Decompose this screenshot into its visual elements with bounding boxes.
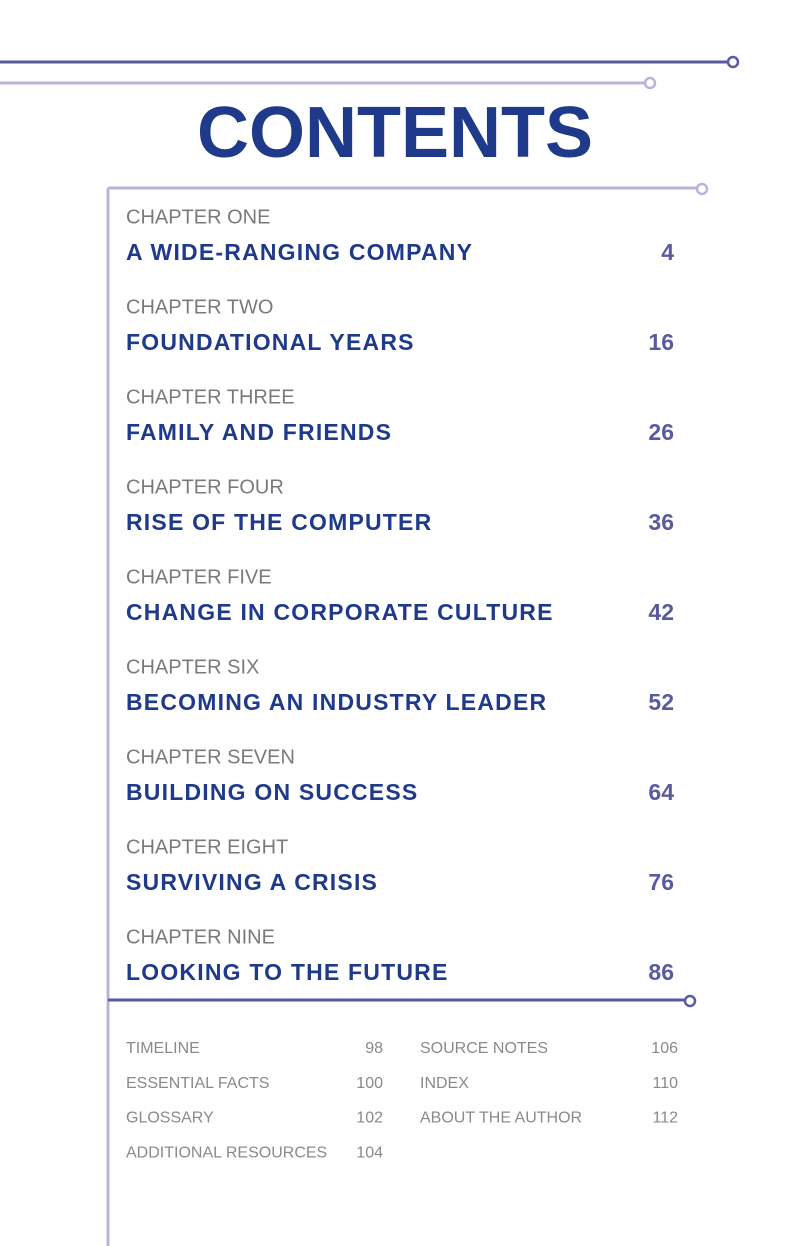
chapter-label: CHAPTER FOUR — [126, 476, 284, 498]
chapter-page: 42 — [648, 599, 674, 625]
chapter-title: LOOKING TO THE FUTURE — [126, 959, 449, 985]
rule-end — [726, 55, 740, 69]
chapter-label: CHAPTER SIX — [126, 656, 259, 678]
rule-end — [695, 182, 709, 196]
back-matter-label: GLOSSARY — [126, 1110, 214, 1127]
page-title: CONTENTS — [197, 93, 593, 173]
chapter-page: 76 — [648, 869, 674, 895]
chapter-title: BECOMING AN INDUSTRY LEADER — [126, 689, 547, 715]
back-matter-page: 98 — [365, 1040, 383, 1057]
chapter-page: 64 — [648, 779, 674, 805]
chapter-label: CHAPTER ONE — [126, 206, 270, 228]
back-matter-label: INDEX — [420, 1075, 469, 1092]
rule-end — [643, 76, 657, 90]
chapter-page: 26 — [648, 419, 674, 445]
chapter-page: 16 — [648, 329, 674, 355]
back-matter-label: ABOUT THE AUTHOR — [420, 1110, 582, 1127]
back-matter-page: 102 — [356, 1110, 383, 1127]
back-matter-label: TIMELINE — [126, 1040, 200, 1057]
back-matter-page: 104 — [356, 1144, 383, 1161]
chapter-label: CHAPTER NINE — [126, 926, 275, 948]
back-matter-label: ADDITIONAL RESOURCES — [126, 1144, 327, 1161]
chapter-title: FOUNDATIONAL YEARS — [126, 329, 415, 355]
chapter-title: A WIDE-RANGING COMPANY — [126, 239, 473, 265]
chapter-page: 36 — [648, 509, 674, 535]
chapter-label: CHAPTER EIGHT — [126, 836, 288, 858]
back-matter-page: 106 — [651, 1040, 678, 1057]
chapter-label: CHAPTER THREE — [126, 386, 295, 408]
rule-end — [683, 994, 697, 1008]
chapter-page: 86 — [648, 959, 674, 985]
chapter-title: FAMILY AND FRIENDS — [126, 419, 392, 445]
chapter-page: 4 — [661, 239, 674, 265]
chapter-page: 52 — [648, 689, 674, 715]
back-matter-page: 110 — [652, 1075, 678, 1092]
back-matter-label: ESSENTIAL FACTS — [126, 1075, 269, 1092]
back-matter-label: SOURCE NOTES — [420, 1040, 548, 1057]
chapter-label: CHAPTER SEVEN — [126, 746, 295, 768]
back-matter-page: 112 — [652, 1110, 678, 1127]
chapter-label: CHAPTER FIVE — [126, 566, 272, 588]
chapter-title: CHANGE IN CORPORATE CULTURE — [126, 599, 554, 625]
back-matter-page: 100 — [356, 1075, 383, 1092]
chapter-title: BUILDING ON SUCCESS — [126, 779, 418, 805]
chapter-title: RISE OF THE COMPUTER — [126, 509, 432, 535]
chapter-title: SURVIVING A CRISIS — [126, 869, 378, 895]
chapter-label: CHAPTER TWO — [126, 296, 273, 318]
